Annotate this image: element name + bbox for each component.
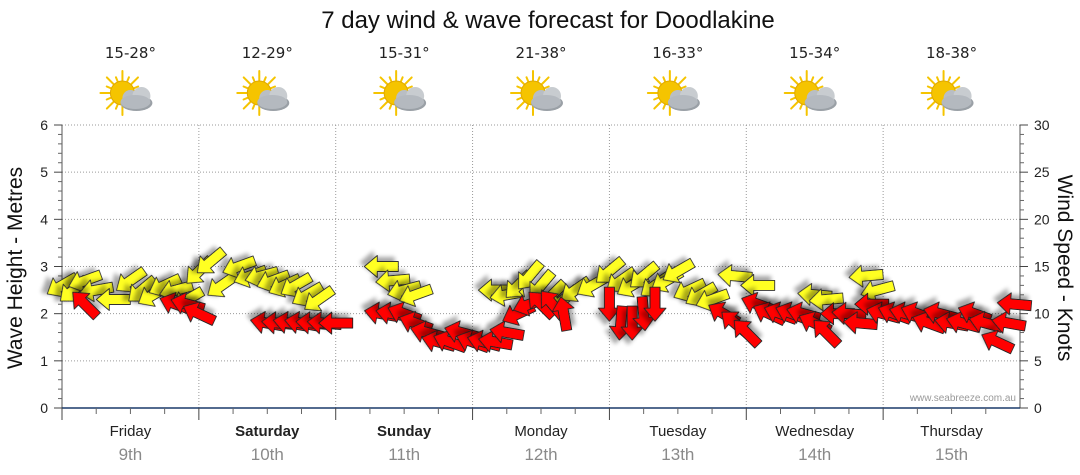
wave-arrow-3 [79,279,115,303]
wave-arrow-48 [808,288,844,312]
day-date-label: 12th [524,445,557,464]
axes: 0 1 2 3 4 5 6 0 5 10 15 20 25 30 Friday 9th Saturday 10th… [40,117,1050,464]
right-tick-label: 20 [1034,211,1050,227]
day-name-label: Sunday [377,423,432,440]
partly-cloudy-icon [783,70,837,116]
day-date-label: 9th [119,445,143,464]
wave-arrow-41 [662,257,696,284]
left-tick-label: 6 [40,117,48,133]
right-tick-label: 25 [1034,164,1050,180]
wave-arrow-21 [304,285,336,312]
day-name-label: Friday [110,423,152,440]
wind-arrow-35 [733,320,763,349]
wave-arrow-25 [399,283,434,307]
right-tick-label: 10 [1034,306,1050,322]
day-date-label: 14th [798,445,831,464]
wind-arrow-59 [996,292,1033,316]
left-tick-label: 1 [40,353,48,369]
wind-arrow-32 [643,286,667,322]
left-tick-label: 4 [40,211,48,227]
wave-arrow-23 [375,269,411,293]
wave-arrow-12 [196,246,227,274]
left-tick-label: 5 [40,164,48,180]
partly-cloudy-icon [236,70,290,116]
temperature-range: 15-28° [105,44,156,62]
wind-arrow-22 [489,320,525,344]
chart-title: 7 day wind & wave forecast for Doodlakin… [321,7,775,34]
day-name-label: Wednesday [775,423,854,440]
day-name-label: Tuesday [649,423,706,440]
wind-arrow-27 [551,296,575,332]
wind-arrow-3 [183,301,217,326]
arrow-markers [46,246,1033,355]
wind-arrow-0 [72,291,101,321]
right-tick-label: 30 [1034,117,1050,133]
day-name-label: Saturday [235,423,300,440]
partly-cloudy-icon [373,70,427,116]
partly-cloudy-icon [646,70,700,116]
wind-arrow-45 [842,311,879,335]
wave-arrow-22 [363,255,399,278]
day-date-label: 10th [251,445,284,464]
left-axis-title: Wave Height - Metres [4,167,27,369]
wind-arrow-10 [318,311,354,335]
left-tick-label: 3 [40,259,48,275]
right-tick-label: 5 [1034,353,1042,369]
temperature-range: 21-38° [515,44,566,62]
temperature-range: 12-29° [242,44,293,62]
day-date-label: 13th [661,445,694,464]
temperature-range: 15-31° [379,44,430,62]
temperature-range: 18-38° [926,44,977,62]
right-tick-label: 0 [1034,400,1042,416]
right-axis-title: Wind Speed - Knots [1053,175,1076,362]
wind-arrow-57 [981,329,1016,355]
day-name-label: Monday [514,423,568,440]
day-date-label: 11th [388,445,420,464]
temperature-range: 16-33° [652,44,703,62]
temperature-range: 15-34° [789,44,840,62]
left-tick-label: 0 [40,400,48,416]
right-tick-label: 15 [1034,259,1050,275]
day-name-label: Thursday [920,423,983,440]
wave-arrow-49 [848,264,884,288]
partly-cloudy-icon [920,70,974,116]
partly-cloudy-icon [99,70,153,116]
credit-text: www.seabreeze.com.au [909,393,1016,404]
left-tick-label: 2 [40,306,48,322]
weather-row: 15-28° 12-29° 15-31° 21-38° 16-33° 15-34° 18-3… [99,44,977,116]
partly-cloudy-icon [510,70,563,116]
wind-arrow-58 [991,311,1027,334]
day-date-label: 15th [935,445,968,464]
